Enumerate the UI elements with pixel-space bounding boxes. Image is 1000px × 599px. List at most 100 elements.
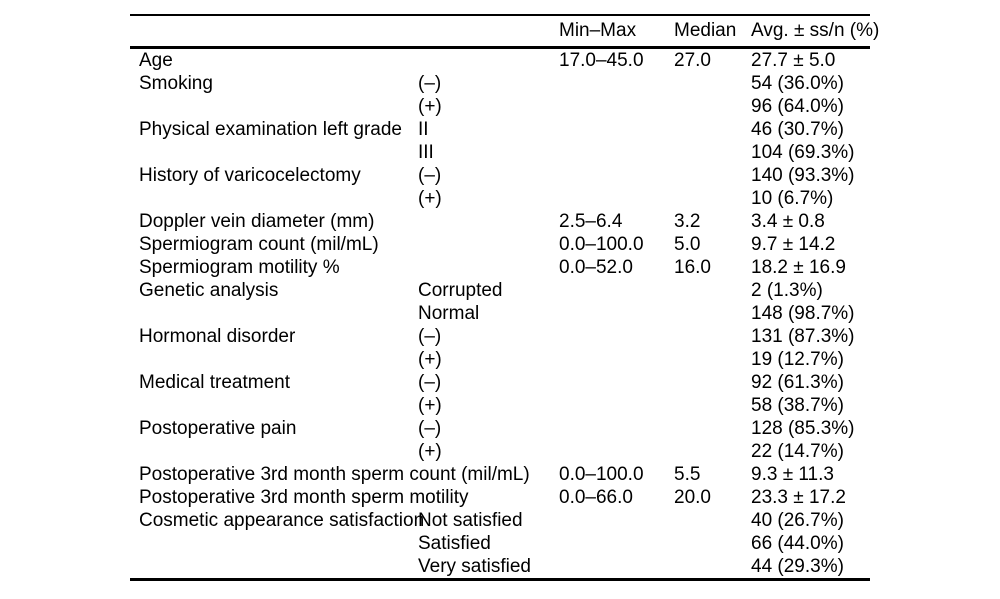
- row-minmax-cell: [559, 164, 674, 187]
- row-category-cell: III: [418, 142, 434, 163]
- row-avg-cell: 104 (69.3%): [751, 142, 855, 163]
- row-label-cell: [130, 302, 418, 325]
- row-minmax-cell: [559, 141, 674, 164]
- row-median-cell: [674, 187, 751, 210]
- row-median-cell: 27.0: [674, 50, 711, 71]
- row-minmax-cell: [559, 555, 674, 580]
- row-category-cell: (+): [418, 188, 442, 209]
- row-category-cell: Satisfied: [418, 533, 491, 554]
- row-label-cell: Spermiogram count (mil/mL): [139, 234, 379, 255]
- row-minmax-cell: 0.0–66.0: [559, 487, 633, 508]
- table-row: (+) 10 (6.7%): [130, 187, 870, 210]
- table-row: Cosmetic appearance satisfaction Not sat…: [130, 509, 870, 532]
- header-row: Min–Max Median Avg. ± ss/n (%): [130, 15, 879, 49]
- row-label-cell: Cosmetic appearance satisfaction: [139, 510, 425, 531]
- row-median-cell: 16.0: [674, 257, 711, 278]
- table-row: Satisfied 66 (44.0%): [130, 532, 870, 555]
- row-category-cell: [418, 210, 559, 233]
- table-row: (+) 58 (38.7%): [130, 394, 870, 417]
- row-minmax-cell: [559, 417, 674, 440]
- row-minmax-cell: [559, 509, 674, 532]
- row-label-cell: [130, 532, 418, 555]
- row-median-cell: 5.5: [674, 464, 701, 485]
- table-row: Postoperative pain (–) 128 (85.3%): [130, 417, 870, 440]
- row-category-cell: [418, 233, 559, 256]
- row-avg-cell: 46 (30.7%): [751, 119, 844, 140]
- row-label-cell: Physical examination left grade: [139, 119, 402, 140]
- row-avg-cell: 40 (26.7%): [751, 510, 844, 531]
- row-label-cell: Smoking: [139, 73, 213, 94]
- row-minmax-cell: [559, 371, 674, 394]
- row-minmax-cell: [559, 325, 674, 348]
- row-minmax-cell: [559, 95, 674, 118]
- row-median-cell: [674, 509, 751, 532]
- row-median-cell: [674, 141, 751, 164]
- row-label-cell: Spermiogram motility %: [139, 257, 340, 278]
- row-minmax-cell: 17.0–45.0: [559, 50, 644, 71]
- row-avg-cell: 131 (87.3%): [751, 326, 855, 347]
- col-header-avg: Avg. ± ss/n (%): [751, 15, 879, 49]
- row-avg-cell: 19 (12.7%): [751, 349, 844, 370]
- row-avg-cell: 9.3 ± 11.3: [751, 464, 834, 485]
- row-avg-cell: 2 (1.3%): [751, 280, 823, 301]
- row-category-cell: (–): [418, 73, 442, 94]
- row-label-cell: Medical treatment: [139, 372, 291, 393]
- row-avg-cell: 22 (14.7%): [751, 441, 844, 462]
- row-label-cell: Age: [139, 50, 173, 71]
- row-category-cell: [418, 48, 559, 73]
- row-median-cell: [674, 72, 751, 95]
- table-row: Age 17.0–45.0 27.0 27.7 ± 5.0: [130, 48, 870, 73]
- row-category-cell: (–): [418, 165, 442, 186]
- row-category-cell: (–): [418, 418, 442, 439]
- row-avg-cell: 9.7 ± 14.2: [751, 234, 836, 255]
- table-row: III 104 (69.3%): [130, 141, 870, 164]
- row-median-cell: [674, 371, 751, 394]
- row-median-cell: [674, 164, 751, 187]
- col-header-category: [418, 15, 559, 49]
- row-median-cell: [674, 555, 751, 580]
- row-minmax-cell: [559, 187, 674, 210]
- table-row: (+) 96 (64.0%): [130, 95, 870, 118]
- row-category-cell: [418, 256, 559, 279]
- table-row: History of varicocelectomy (–) 140 (93.3…: [130, 164, 870, 187]
- row-avg-cell: 148 (98.7%): [751, 303, 855, 324]
- col-header-median: Median: [674, 15, 751, 49]
- row-label-cell: Postoperative 3rd month sperm count (mil…: [139, 464, 530, 485]
- row-avg-cell: 3.4 ± 0.8: [751, 211, 825, 232]
- row-median-cell: [674, 417, 751, 440]
- row-avg-cell: 92 (61.3%): [751, 372, 844, 393]
- row-median-cell: [674, 302, 751, 325]
- row-avg-cell: 58 (38.7%): [751, 395, 844, 416]
- row-minmax-cell: 2.5–6.4: [559, 211, 623, 232]
- row-avg-cell: 44 (29.3%): [751, 556, 844, 577]
- row-avg-cell: 54 (36.0%): [751, 73, 844, 94]
- table-row: Genetic analysis Corrupted 2 (1.3%): [130, 279, 870, 302]
- row-label-cell: [130, 187, 418, 210]
- row-minmax-cell: 0.0–52.0: [559, 257, 633, 278]
- table-row: (+) 22 (14.7%): [130, 440, 870, 463]
- row-label-cell: [130, 95, 418, 118]
- table-row: Spermiogram count (mil/mL) 0.0–100.0 5.0…: [130, 233, 870, 256]
- row-median-cell: [674, 532, 751, 555]
- row-category-cell: (+): [418, 441, 442, 462]
- row-minmax-cell: 0.0–100.0: [559, 464, 644, 485]
- row-category-cell: Not satisfied: [418, 510, 523, 531]
- row-avg-cell: 128 (85.3%): [751, 418, 855, 439]
- col-header-label: [130, 15, 418, 49]
- table-row: Doppler vein diameter (mm) 2.5–6.4 3.2 3…: [130, 210, 870, 233]
- table-head: Min–Max Median Avg. ± ss/n (%): [130, 15, 879, 49]
- row-median-cell: 20.0: [674, 487, 711, 508]
- table-row: Hormonal disorder (–) 131 (87.3%): [130, 325, 870, 348]
- row-minmax-cell: [559, 440, 674, 463]
- table-row: Spermiogram motility % 0.0–52.0 16.0 18.…: [130, 256, 870, 279]
- row-median-cell: [674, 279, 751, 302]
- table-row: (+) 19 (12.7%): [130, 348, 870, 371]
- row-median-cell: [674, 95, 751, 118]
- row-label-cell: History of varicocelectomy: [139, 165, 361, 186]
- row-label-cell: Postoperative pain: [139, 418, 297, 439]
- row-avg-cell: 96 (64.0%): [751, 96, 844, 117]
- row-label-cell: [130, 555, 418, 580]
- table-row: Normal 148 (98.7%): [130, 302, 870, 325]
- row-minmax-cell: [559, 279, 674, 302]
